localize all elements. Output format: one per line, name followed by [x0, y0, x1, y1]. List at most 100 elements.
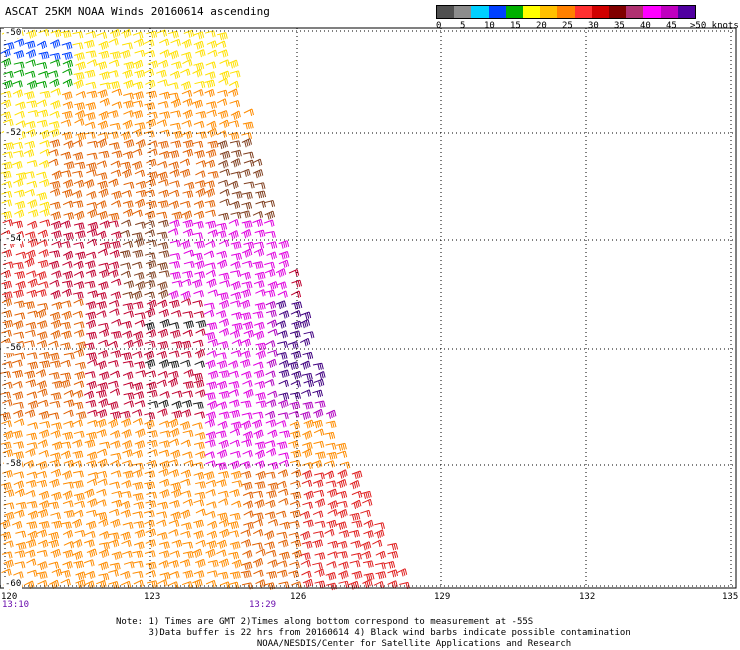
wind-barb: [276, 281, 287, 290]
wind-barb: [180, 490, 192, 498]
legend-color-swatch: [643, 6, 661, 18]
wind-barb: [289, 509, 301, 519]
wind-barb: [72, 550, 83, 560]
wind-barb: [144, 340, 156, 348]
wind-barb: [26, 558, 37, 566]
wind-barb: [26, 160, 38, 168]
wind-barb: [121, 460, 133, 468]
wind-barb: [96, 172, 108, 181]
wind-barb: [231, 322, 243, 331]
wind-barb: [145, 79, 156, 89]
wind-barb: [229, 489, 240, 498]
wind-barb: [228, 230, 239, 240]
wind-barb: [325, 442, 337, 450]
wind-barb: [325, 572, 337, 581]
wind-barb: [97, 132, 109, 140]
wind-barb: [132, 417, 143, 426]
wind-barb: [109, 308, 120, 316]
wind-barb: [39, 140, 50, 148]
wind-barb: [50, 452, 61, 461]
wind-barb: [13, 331, 25, 339]
wind-barb: [96, 580, 107, 589]
wind-barb: [207, 171, 219, 179]
wind-barb: [27, 422, 39, 430]
wind-barb: [159, 489, 170, 499]
wind-barb: [193, 471, 205, 480]
wind-barb: [291, 301, 303, 310]
wind-barb: [290, 392, 301, 400]
wind-barb: [192, 462, 204, 470]
wind-barb: [144, 280, 156, 288]
wind-barb: [60, 342, 71, 350]
wind-barb: [48, 149, 59, 157]
wind-barb: [60, 521, 72, 530]
wind-barb: [168, 150, 180, 159]
wind-barb: [156, 69, 167, 78]
wind-barb: [50, 548, 61, 558]
wind-barb: [86, 152, 98, 160]
wind-barb: [73, 430, 85, 438]
wind-barb: [338, 570, 349, 580]
wind-barb: [36, 340, 48, 349]
wind-barb: [1, 551, 13, 559]
lon-label: 126: [289, 592, 308, 602]
wind-barb: [169, 550, 180, 558]
wind-barb: [243, 388, 254, 399]
wind-barb: [133, 541, 145, 550]
wind-barb: [26, 501, 38, 509]
wind-barb: [133, 272, 145, 280]
wind-barb: [229, 428, 241, 436]
wind-barb: [182, 139, 194, 149]
wind-barb: [157, 241, 169, 250]
wind-barb: [1, 298, 12, 307]
wind-barb: [241, 229, 252, 239]
wind-barb: [264, 511, 276, 520]
wind-barb: [195, 481, 206, 489]
wind-barb: [110, 411, 121, 420]
wind-barb: [218, 439, 229, 449]
wind-barb: [158, 541, 170, 550]
wind-barb: [360, 490, 372, 500]
wind-barb: [84, 280, 96, 289]
wind-barb: [219, 168, 231, 177]
wind-barb: [231, 500, 242, 508]
wind-barb: [132, 481, 144, 490]
wind-barb: [72, 31, 84, 39]
wind-barb: [1, 99, 12, 108]
wind-barb: [122, 100, 134, 109]
wind-barb: [39, 178, 50, 188]
wind-barb: [159, 460, 170, 470]
wind-barb: [205, 220, 217, 229]
wind-barb: [146, 580, 158, 588]
wind-barb: [193, 441, 205, 450]
wind-barb: [144, 470, 156, 479]
wind-barb: [122, 200, 134, 209]
wind-barb: [85, 50, 97, 58]
wind-barb: [62, 68, 73, 76]
wind-barb: [229, 329, 241, 339]
wind-barb: [384, 561, 396, 569]
wind-barb: [49, 579, 60, 590]
wind-barb: [132, 462, 144, 470]
wind-barb: [110, 169, 122, 177]
wind-barb: [264, 410, 276, 420]
wind-barb: [86, 451, 98, 461]
wind-barb: [207, 400, 218, 410]
wind-barb: [86, 59, 98, 67]
wind-barb: [122, 371, 134, 380]
wind-barb: [290, 449, 302, 459]
wind-barb: [62, 101, 74, 110]
wind-barb: [169, 500, 180, 508]
wind-barb: [157, 101, 169, 109]
wind-barb: [144, 550, 156, 558]
wind-barb: [108, 38, 119, 46]
wind-barb: [159, 111, 171, 119]
wind-barb: [312, 479, 324, 488]
wind-barb: [228, 370, 239, 378]
wind-barb: [230, 158, 241, 168]
wind-barb: [204, 79, 216, 88]
wind-barb: [133, 501, 145, 510]
wind-barb: [86, 90, 98, 99]
wind-barb: [87, 140, 99, 148]
wind-barb: [158, 270, 170, 278]
